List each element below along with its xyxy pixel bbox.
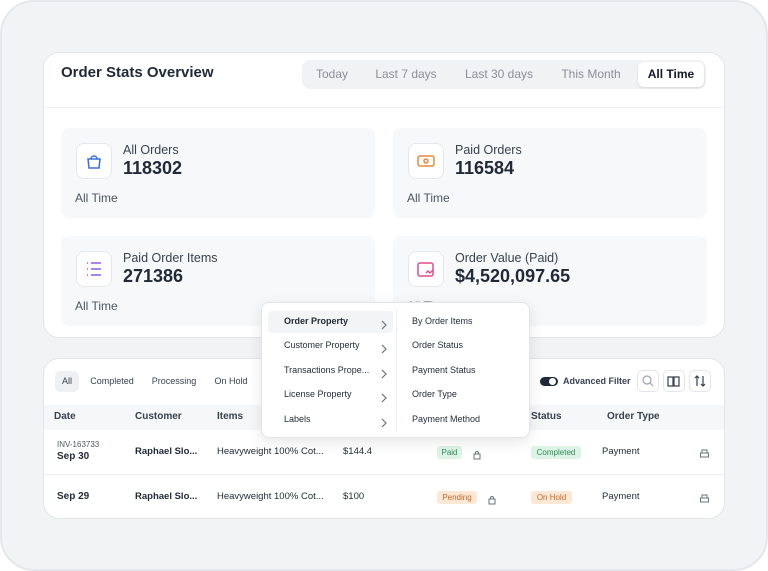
dropdown-option[interactable]: Payment Status <box>412 365 476 375</box>
total: $144.4 <box>343 446 373 457</box>
lock-icon-glyph <box>488 496 496 505</box>
divider <box>44 107 724 108</box>
tab-active-bg <box>638 62 704 87</box>
print-icon <box>699 447 710 458</box>
payment-badge: Paid <box>437 446 462 459</box>
dropdown-option[interactable]: Order Status <box>412 340 464 350</box>
stat-value: 116584 <box>455 158 515 178</box>
stat-period: All Time <box>75 191 118 205</box>
stat-card <box>393 128 707 218</box>
column-header: Status <box>531 411 562 422</box>
row-divider <box>44 474 724 475</box>
stat-icon <box>408 251 444 287</box>
stat-icon-glyph <box>417 262 434 277</box>
filter-tab[interactable]: On Hold <box>214 376 248 386</box>
stat-value: 118302 <box>123 158 183 178</box>
stat-icon <box>76 143 112 179</box>
stat-icon-glyph <box>87 155 101 169</box>
button-icon <box>689 370 711 392</box>
advanced-filter-label[interactable]: Advanced Filter <box>563 376 631 386</box>
button-icon-glyph <box>642 375 654 387</box>
invoice-id: INV-163733 <box>57 440 100 449</box>
dropdown-divider <box>396 309 397 432</box>
toggle-knob <box>549 378 556 385</box>
column-header: Date <box>54 411 76 422</box>
stat-icon-glyph <box>87 262 101 276</box>
order-date: Sep 30 <box>57 451 90 462</box>
tab[interactable]: Last 30 days <box>464 67 534 81</box>
button-icon-glyph <box>694 375 706 387</box>
order-type: Payment <box>602 446 640 457</box>
lock-icon-glyph <box>473 451 481 460</box>
dropdown-group[interactable]: License Property <box>284 389 352 399</box>
icon-box <box>76 143 112 179</box>
chevron-glyph <box>381 369 387 379</box>
dropdown-highlight <box>268 311 393 333</box>
print-icon <box>699 492 710 503</box>
stat-card <box>61 128 375 218</box>
chevron <box>380 317 388 330</box>
order-type: Payment <box>602 491 640 502</box>
icon-box <box>408 251 444 287</box>
customer[interactable]: Raphael Slo... <box>135 446 198 457</box>
chevron-glyph <box>381 320 387 330</box>
tab[interactable]: Today <box>315 67 349 81</box>
column-header: Order Type <box>607 411 660 422</box>
total: $100 <box>343 491 365 502</box>
dropdown-group[interactable]: Transactions Prope... <box>284 365 370 375</box>
chevron <box>380 366 388 379</box>
dropdown-group[interactable]: Customer Property <box>284 340 360 350</box>
dropdown-option[interactable]: Order Type <box>412 389 457 399</box>
stat-period: All Time <box>75 299 118 313</box>
dropdown-option[interactable]: Payment Method <box>412 414 481 424</box>
chevron-glyph <box>381 418 387 428</box>
icon-button[interactable] <box>689 370 711 392</box>
customer[interactable]: Raphael Slo... <box>135 491 198 502</box>
button-icon <box>637 370 659 392</box>
filter-tab[interactable]: Completed <box>90 376 134 386</box>
items: Heavyweight 100% Cot... <box>217 446 324 457</box>
dropdown-group[interactable]: Labels <box>284 414 311 424</box>
stat-icon <box>408 143 444 179</box>
stat-label: Paid Order Items <box>123 251 218 265</box>
dropdown-option[interactable]: By Order Items <box>412 316 473 326</box>
status-badge: Completed <box>531 446 581 459</box>
tab[interactable]: All Time <box>647 67 695 81</box>
status-badge: On Hold <box>531 491 572 504</box>
lock-icon <box>472 447 482 460</box>
chevron-glyph <box>381 393 387 403</box>
order-date: Sep 29 <box>57 491 90 502</box>
chevron <box>380 390 388 403</box>
stat-icon <box>76 251 112 287</box>
tab[interactable]: Last 7 days <box>375 67 437 81</box>
tab[interactable]: This Month <box>561 67 621 81</box>
stat-value: $4,520,097.65 <box>455 266 571 286</box>
print-icon-glyph <box>700 449 709 458</box>
stat-label: All Orders <box>123 143 179 157</box>
stat-period: All Time <box>407 191 450 205</box>
items: Heavyweight 100% Cot... <box>217 491 324 502</box>
payment-badge: Pending <box>437 491 477 504</box>
stat-label: Paid Orders <box>455 143 522 157</box>
icon-button[interactable] <box>637 370 659 392</box>
chevron-glyph <box>381 344 387 354</box>
column-header: Customer <box>135 411 182 422</box>
page-title: Order Stats Overview <box>61 64 214 81</box>
dropdown-group[interactable]: Order Property <box>284 316 349 326</box>
chevron <box>380 341 388 354</box>
button-icon-glyph <box>667 376 680 387</box>
filter-tab[interactable]: Processing <box>151 376 197 386</box>
column-header: Items <box>217 411 244 422</box>
stat-icon-glyph <box>417 155 435 167</box>
chevron <box>380 415 388 428</box>
filter-tab[interactable]: All <box>55 371 79 392</box>
stat-label: Order Value (Paid) <box>455 251 559 265</box>
print-icon-glyph <box>700 494 709 503</box>
lock-icon <box>487 492 497 505</box>
icon-box <box>408 143 444 179</box>
stat-value: 271386 <box>123 266 184 286</box>
button-icon <box>663 370 685 392</box>
